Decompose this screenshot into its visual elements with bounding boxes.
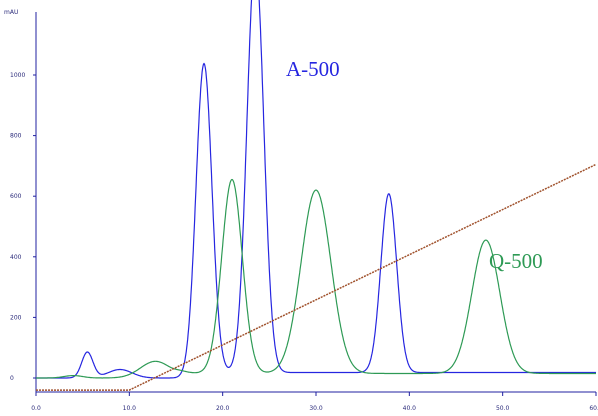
y-tick-group: 0 200 400 600 800 1000 <box>10 72 36 382</box>
series-group <box>36 0 597 391</box>
x-tick-group: 0.0 10.0 20.0 30.0 40.0 50.0 60.0 <box>31 392 598 412</box>
y-tick-label: 400 <box>10 254 22 261</box>
y-tick-label: 800 <box>10 133 22 140</box>
y-tick-label: 600 <box>10 193 22 200</box>
series-line-gradient <box>36 163 597 391</box>
series-line-a-500 <box>36 0 596 379</box>
y-tick-label: 200 <box>10 314 22 321</box>
x-tick-label: 0.0 <box>31 405 41 412</box>
x-tick-label: 40.0 <box>403 405 417 412</box>
x-tick-label: 30.0 <box>309 405 323 412</box>
x-tick-label: 20.0 <box>216 405 230 412</box>
y-tick-label: 0 <box>10 375 14 382</box>
x-tick-label: 60.0 <box>589 405 598 412</box>
x-tick-label: 50.0 <box>496 405 510 412</box>
series-label-a500: A-500 <box>286 57 340 81</box>
y-tick-label: 1000 <box>10 72 25 79</box>
x-tick-label: 10.0 <box>123 405 137 412</box>
series-line-q-500 <box>36 178 596 379</box>
y-axis-unit-label: mAU <box>4 9 18 16</box>
series-label-q500: Q-500 <box>489 249 543 273</box>
